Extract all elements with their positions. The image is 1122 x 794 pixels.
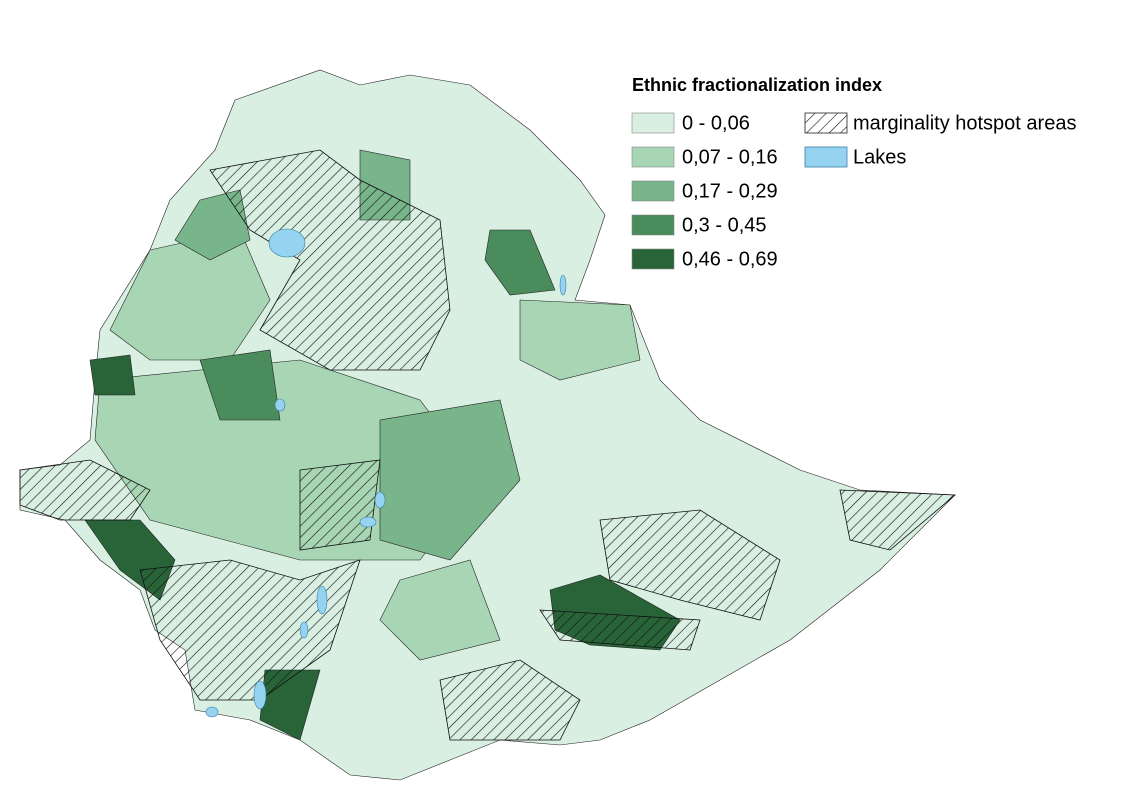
- legend-label: 0,17 - 0,29: [682, 180, 778, 202]
- region: [519, 299, 641, 381]
- lake: [253, 680, 267, 710]
- hotspot-area: [839, 489, 957, 551]
- lake: [316, 585, 328, 615]
- hotspot-area: [539, 609, 701, 651]
- lakes: [205, 228, 567, 718]
- hotspot-area: [139, 559, 361, 701]
- legend-label: 0,3 - 0,45: [682, 214, 767, 236]
- legend-swatch: [631, 180, 675, 202]
- lake: [268, 228, 306, 258]
- legend-swatch: [804, 146, 848, 168]
- legend-swatch: [631, 248, 675, 270]
- legend-swatch: [631, 146, 675, 168]
- lake: [559, 274, 567, 296]
- legend-label: 0 - 0,06: [682, 112, 750, 134]
- lake: [205, 706, 219, 718]
- lake: [299, 621, 309, 639]
- legend-label: 0,46 - 0,69: [682, 248, 778, 270]
- legend-title: Ethnic fractionalization index: [632, 75, 882, 95]
- lake: [359, 516, 377, 528]
- lake: [374, 491, 386, 509]
- legend-swatch: [631, 214, 675, 236]
- hotspot-area: [439, 659, 581, 741]
- legend-label: marginality hotspot areas: [853, 112, 1076, 134]
- region: [199, 349, 281, 421]
- lake: [274, 398, 286, 412]
- hotspot-area: [599, 509, 781, 621]
- region: [484, 229, 556, 296]
- legend: Ethnic fractionalization index 0 - 0,06 0…: [631, 75, 1076, 270]
- region: [379, 559, 501, 661]
- hotspot-area: [19, 459, 151, 521]
- hotspot-area: [299, 459, 381, 551]
- legend-swatch: [804, 112, 848, 134]
- legend-label: 0,07 - 0,16: [682, 146, 778, 168]
- hotspots: [19, 149, 957, 741]
- region: [379, 399, 521, 561]
- legend-swatch: [631, 112, 675, 134]
- region: [89, 354, 136, 396]
- legend-label: Lakes: [853, 146, 906, 168]
